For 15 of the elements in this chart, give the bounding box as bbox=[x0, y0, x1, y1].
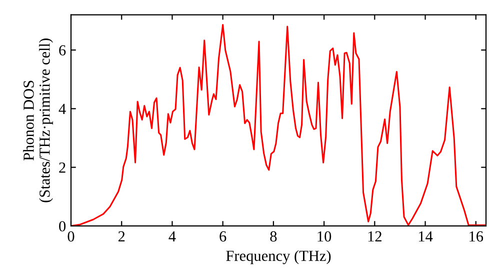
x-tick-label: 0 bbox=[68, 231, 74, 242]
x-axis-title: Frequency (THz) bbox=[226, 250, 331, 264]
x-tick-label: 16 bbox=[470, 231, 484, 242]
x-tick-label: 4 bbox=[168, 231, 176, 242]
x-tick-label: 6 bbox=[220, 231, 226, 242]
x-tick-label: 8 bbox=[270, 231, 277, 242]
y-tick-label: 6 bbox=[59, 45, 66, 56]
x-tick-label: 10 bbox=[318, 231, 332, 242]
y-axis-title: Phonon DOS (States/THz·primitive cell) bbox=[23, 38, 53, 202]
y-tick-label: 0 bbox=[59, 221, 66, 232]
x-tick-label: 12 bbox=[368, 231, 382, 242]
x-tick-label: 2 bbox=[118, 231, 125, 242]
y-tick-label: 2 bbox=[59, 162, 66, 173]
y-tick-label: 4 bbox=[58, 104, 66, 114]
x-tick-label: 14 bbox=[418, 231, 433, 242]
